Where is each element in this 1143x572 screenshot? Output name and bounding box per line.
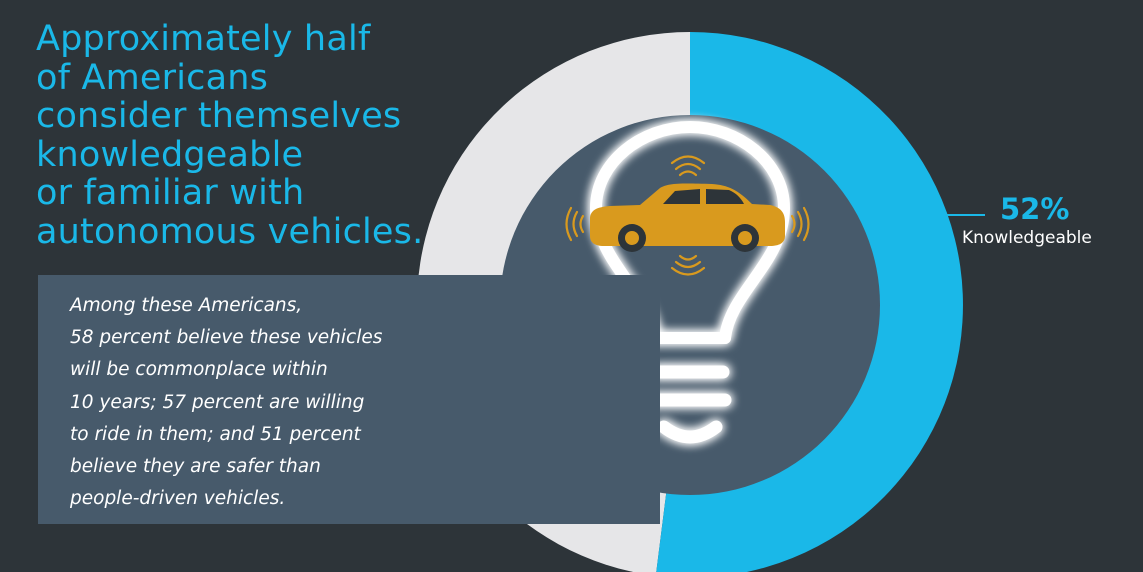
headline-line: consider themselves [36, 96, 402, 136]
info-panel [38, 275, 660, 524]
info-line: people-driven vehicles. [70, 488, 286, 510]
signal-waves-icon [565, 155, 810, 276]
headline-line: autonomous vehicles. [36, 211, 424, 252]
headline: Approximately half of Americans consider… [36, 20, 456, 251]
headline-line: knowledgeable [36, 134, 304, 175]
info-line: Among these Americans, [70, 295, 303, 316]
info-text: Among these Americans, 58 percent believ… [70, 290, 450, 515]
car-icon [590, 183, 785, 252]
headline-line: or familiar with [36, 173, 305, 213]
info-line: will be commonplace within [70, 359, 328, 381]
info-line: to ride in them; and 51 percent [70, 423, 361, 445]
headline-line: Approximately half [36, 19, 371, 59]
lightbulb-icon [590, 121, 790, 444]
info-line: 58 percent believe these vehicles [70, 327, 383, 349]
info-line: 10 years; 57 percent are willing [70, 391, 365, 413]
data-label-percent: 52% [1000, 192, 1070, 226]
data-label-category: Knowledgeable [962, 228, 1092, 248]
info-line: believe they are safer than [70, 456, 321, 478]
headline-line: of Americans [36, 57, 269, 98]
